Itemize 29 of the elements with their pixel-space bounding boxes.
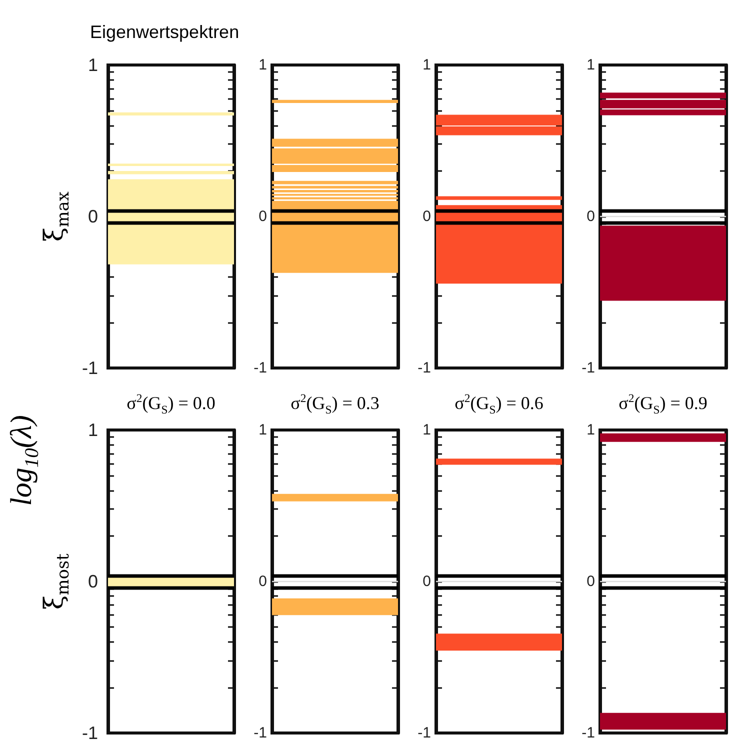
y-tick-label: -1 (82, 358, 98, 378)
chart-title: σ$^{2}$(G$_{S}$) = 0.3 (290, 392, 380, 417)
y-tick-label: -1 (254, 360, 267, 376)
y-tick-label: -1 (582, 360, 595, 376)
y-tick-label: -1 (582, 724, 595, 742)
y-tick-label: 0 (88, 206, 98, 226)
y-tick-label: 0 (586, 573, 595, 590)
y-tick-label: 1 (586, 56, 595, 74)
chart-title: σ$^{2}$(G$_{S}$) = 0.9 (618, 392, 708, 417)
chart-title: Eigenwertspektren (90, 22, 240, 43)
y-tick-label: 1 (586, 422, 595, 438)
y-tick-label: 1 (88, 55, 98, 75)
y-tick-label: 1 (258, 56, 267, 74)
y-tick-label: -1 (418, 724, 431, 742)
y-tick-label: 1 (258, 422, 267, 438)
y-tick-label: 1 (88, 420, 98, 440)
y-tick-label: 0 (88, 572, 98, 592)
y-tick-label: 0 (422, 208, 431, 225)
chart-title: σ$^{2}$(G$_{S}$) = 0.0 (126, 392, 216, 417)
y-tick-label: 0 (258, 573, 267, 590)
y-tick-label: 1 (422, 56, 431, 74)
y-tick-label: 0 (586, 208, 595, 225)
y-tick-label: 0 (422, 573, 431, 590)
y-tick-label: -1 (418, 360, 431, 376)
chart-title: σ$^{2}$(G$_{S}$) = 0.6 (454, 392, 544, 417)
y-tick-label: -1 (82, 723, 98, 743)
y-tick-label: 0 (258, 208, 267, 225)
y-tick-label: 1 (422, 422, 431, 438)
y-tick-label: -1 (254, 724, 267, 742)
